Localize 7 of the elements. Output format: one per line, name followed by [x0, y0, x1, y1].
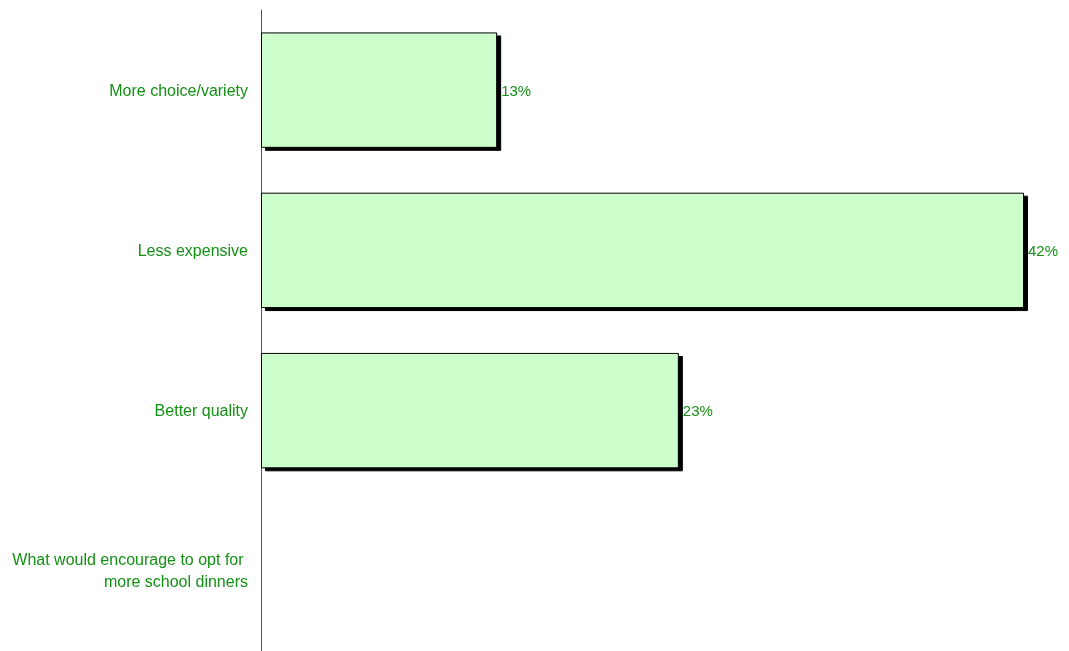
y-tick-label: Less expensive: [137, 241, 249, 259]
y-tick-label: More choice/variety: [109, 81, 248, 99]
data-label: 23%: [682, 402, 713, 420]
data-label: 13%: [501, 81, 532, 99]
y-tick-label: What would encourage to opt for more school dinners: [12, 551, 248, 591]
y-tick-label: Better quality: [154, 402, 248, 420]
data-label: 42%: [1028, 241, 1059, 259]
